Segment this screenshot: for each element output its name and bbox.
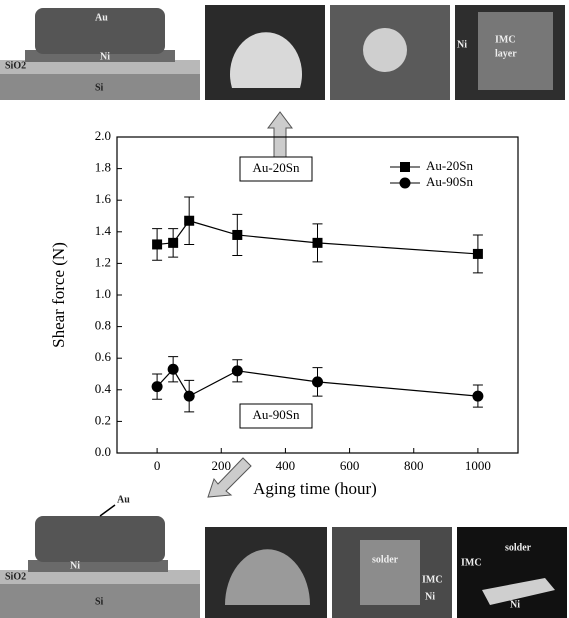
bump-image [224,549,310,605]
image-label: Si [95,82,104,93]
image-label: Ni [70,560,80,571]
imc-image [478,12,553,90]
y-tick-label: 1.2 [95,254,111,269]
annotation: Au-90Sn [253,407,300,422]
oxide-layer [0,570,200,584]
image-label: Si [95,596,104,607]
point [184,215,195,226]
au-bump [35,516,165,562]
arrow [267,111,293,161]
oxide-layer [0,60,200,74]
image-label: solder [505,542,532,553]
image-label: IMC [422,574,443,585]
y-tick-label: 1.0 [95,286,111,301]
legend-marker [399,177,411,189]
image-label: Au [95,12,108,23]
top-images: Au SiO2 Ni Si Ni IMC layer [0,5,565,100]
y-axis-title: Shear force (N) [49,242,68,348]
x-tick-label: 600 [340,458,360,473]
legend-label: Au-20Sn [426,158,473,173]
point [472,248,483,259]
image-label: solder [372,554,399,565]
image-label: IMC [461,557,482,568]
image-label: layer [495,48,517,59]
x-tick-label: 0 [154,458,161,473]
image-label: SiO2 [5,60,26,71]
bump-image [363,28,407,72]
y-tick-label: 2.0 [95,128,111,143]
point [231,365,243,377]
y-tick-label: 0.0 [95,444,111,459]
pointer [99,504,116,517]
micrograph [457,527,567,618]
y-tick-label: 1.6 [95,191,112,206]
y-tick-label: 0.2 [95,412,111,427]
annotation-box [239,403,313,429]
y-tick-label: 0.8 [95,318,111,333]
point [152,239,163,250]
annotation: Au-20Sn [253,160,300,175]
y-tick-label: 0.6 [95,349,112,364]
y-tick-label: 1.8 [95,160,111,175]
annotation-box [239,156,313,182]
x-tick-label: 1000 [465,458,491,473]
solder-image [360,540,420,605]
point [232,229,243,240]
arrow [207,457,252,498]
legend-label: Au-90Sn [426,174,473,189]
x-axis-title: Aging time (hour) [253,479,377,498]
ni-layer [28,560,168,572]
point [312,237,323,248]
image-label: Ni [100,51,110,62]
image-label: Ni [457,39,467,50]
y-tick-label: 1.4 [95,223,112,238]
image-label: IMC [495,34,516,45]
legend-marker [400,162,410,172]
point [167,363,179,375]
y-tick-label: 0.4 [95,381,112,396]
image-label: SiO2 [5,571,26,582]
point [151,381,163,393]
point [183,390,195,402]
point [472,390,484,402]
image-label: Ni [510,599,520,610]
x-tick-label: 400 [276,458,296,473]
bottom-images: Au SiO2 Ni Si solder IMC Ni IMC solder N… [0,494,567,618]
image-label: Ni [425,591,435,602]
bump-image [230,32,303,88]
point [312,376,323,388]
x-tick-label: 800 [404,458,424,473]
x-tick-label: 200 [212,458,232,473]
au-bump [35,8,165,54]
point [168,237,179,248]
imc-image [482,578,555,605]
image-label: Au [117,494,130,505]
